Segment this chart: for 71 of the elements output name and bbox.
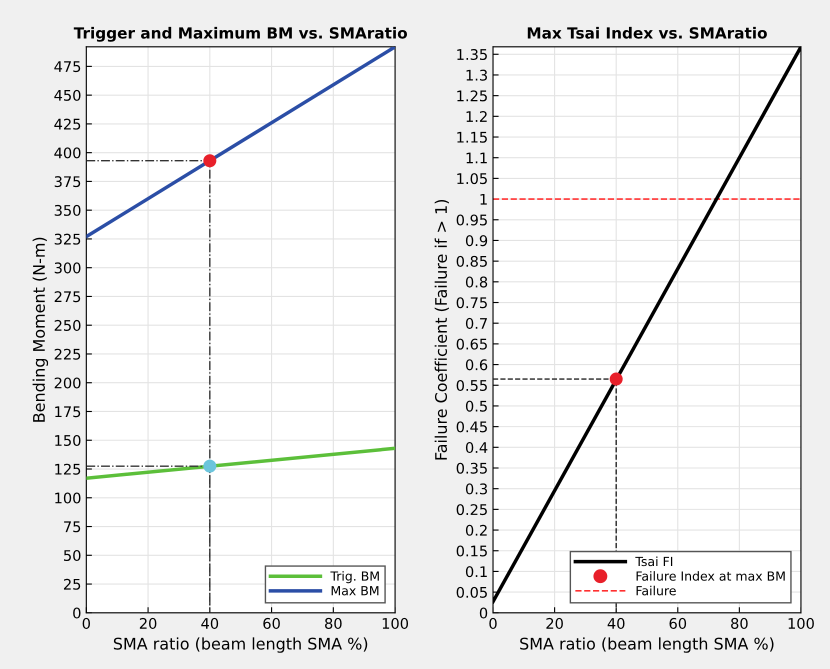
y-tick-label: 0	[73, 608, 80, 619]
y-tick-label: 175	[55, 406, 80, 418]
y-tick-label: 375	[54, 176, 80, 188]
y-tick-label: 1.35	[457, 48, 487, 60]
y-tick-label: 350	[54, 204, 80, 216]
y-tick-label: 0.05	[456, 586, 487, 598]
y-tick-label: 1.15	[457, 132, 487, 143]
legend-label: Max BM	[332, 586, 378, 596]
y-tick-label: 0.15	[456, 545, 487, 556]
y-tick-label: 0.95	[456, 214, 487, 226]
y-tick-label: 425	[54, 118, 80, 130]
y-tick-label: 300	[54, 262, 80, 274]
y-tick-label: 0.55	[456, 380, 487, 392]
y-tick-label: 0.5	[466, 400, 487, 412]
legend-label: Failure	[636, 586, 676, 596]
x-tick-label: 20	[140, 618, 156, 629]
y-tick-label: 0.9	[466, 235, 488, 246]
x-tick-label: 40	[201, 618, 218, 629]
x-tick-label: 20	[546, 618, 563, 629]
y-tick-label: 75	[64, 521, 80, 532]
y-tick-label: 0.2	[466, 524, 487, 536]
y-tick-label: 0.7	[466, 318, 487, 329]
y-tick-label: 1.05	[457, 173, 487, 184]
y-tick-label: 450	[54, 90, 80, 101]
y-tick-label: 225	[54, 348, 80, 360]
y-tick-label: 0.1	[466, 566, 487, 578]
y-tick-label: 0.4	[466, 442, 488, 454]
y-tick-label: 0.75	[456, 297, 487, 308]
x-tick-label: 100	[788, 618, 814, 629]
y-tick-label: 0.8	[466, 276, 488, 288]
y-tick-label: 100	[55, 492, 80, 504]
x-tick-label: 40	[608, 618, 624, 629]
y-tick-label: 0.35	[456, 462, 487, 474]
y-tick-label: 0.85	[456, 256, 487, 267]
legend-label: Failure Index at max BM	[636, 571, 785, 581]
y-tick-label: 1.2	[466, 111, 487, 122]
x-tick-label: 0	[82, 618, 90, 629]
y-tick-label: 0.65	[456, 338, 487, 350]
y-tick-label: 50	[64, 550, 80, 562]
y-tick-label: 1	[480, 194, 487, 205]
y-tick-label: 0.25	[456, 504, 487, 516]
y-tick-label: 1.25	[457, 90, 487, 102]
y-tick-label: 0.3	[466, 483, 487, 494]
x-axis-title: SMA ratio (beam length SMA %)	[520, 637, 774, 653]
x-tick-label: 80	[731, 618, 748, 629]
chart-title: Trigger and Maximum BM vs. SMAratio	[74, 26, 408, 42]
y-tick-label: 150	[55, 434, 80, 446]
y-axis-title: Failure Coefficient (Failure if > 1)	[434, 200, 449, 460]
x-tick-label: 0	[489, 618, 497, 629]
y-tick-label: 475	[54, 61, 80, 72]
x-tick-label: 60	[670, 618, 686, 629]
y-tick-label: 0.6	[466, 359, 488, 370]
y-tick-label: 1.1	[466, 152, 487, 164]
y-tick-label: 200	[54, 377, 80, 388]
chart-title: Max Tsai Index vs. SMAratio	[528, 26, 767, 39]
y-tick-label: 325	[54, 234, 80, 245]
y-tick-label: 0	[480, 608, 488, 619]
legend-label: Tsai FI	[635, 556, 672, 566]
y-tick-label: 275	[54, 291, 80, 302]
y-tick-label: 125	[55, 464, 80, 475]
y-tick-label: 400	[54, 147, 80, 158]
legend-label: Trig. BM	[330, 571, 379, 584]
y-axis-title: Bending Moment (N-m)	[32, 238, 48, 422]
x-tick-label: 100	[382, 618, 408, 629]
y-tick-label: 1.3	[466, 70, 487, 81]
x-axis-title: SMA ratio (beam length SMA %)	[114, 637, 368, 653]
y-tick-label: 0.45	[456, 421, 487, 432]
x-tick-label: 60	[263, 618, 280, 629]
x-tick-label: 80	[325, 618, 342, 629]
y-tick-label: 25	[64, 578, 80, 590]
y-tick-label: 250	[54, 320, 80, 331]
